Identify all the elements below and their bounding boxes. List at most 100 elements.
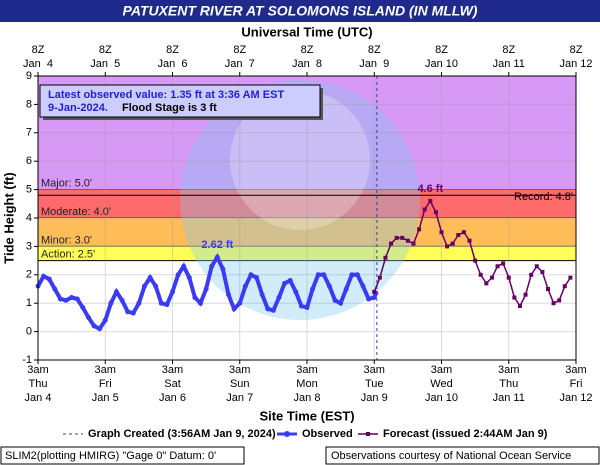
observed-point	[231, 306, 237, 312]
observed-point	[326, 283, 332, 289]
legend-label: Observed	[302, 428, 353, 440]
observed-point	[69, 295, 75, 301]
forecast-point	[394, 235, 399, 240]
forecast-point	[411, 241, 416, 246]
observed-point	[192, 295, 198, 301]
x2-tick-label: 8Z	[570, 44, 583, 56]
legend-label: Forecast (issued 2:44AM Jan 9)	[383, 428, 548, 440]
x-tick-label: Sat	[164, 378, 181, 390]
x2-tick-label: Jan 8	[292, 58, 322, 70]
x-tick-label: Jan 8	[294, 392, 321, 404]
x-tick-label: Jan 9	[361, 392, 388, 404]
peak-label: 2.62 ft	[201, 239, 233, 251]
observed-point	[203, 286, 209, 292]
observed-point	[170, 289, 175, 295]
forecast-point	[484, 281, 489, 286]
observed-point	[198, 300, 204, 306]
observed-point	[276, 295, 282, 301]
x2-tick-label: 8Z	[368, 44, 381, 56]
x-tick-label: 3am	[27, 364, 48, 376]
x-tick-label: Thu	[499, 378, 518, 390]
footer-left: SLIM2(plotting HMIRG) "Gage 0" Datum: 0'	[5, 450, 216, 462]
forecast-point	[377, 275, 382, 280]
x-tick-label: Thu	[29, 378, 48, 390]
observed-point	[181, 263, 187, 269]
observed-point	[242, 283, 248, 289]
x-tick-label: 3am	[162, 364, 183, 376]
y-tick-label: 3	[26, 240, 32, 252]
observed-point	[85, 314, 91, 320]
x2-tick-label: 8Z	[435, 44, 448, 56]
chart-title: PATUXENT RIVER AT SOLOMONS ISLAND (IN ML…	[123, 3, 478, 19]
legend-label: Graph Created (3:56AM Jan 9, 2024)	[88, 428, 276, 440]
observed-point	[310, 286, 316, 292]
y-axis-title: Tide Height (ft)	[1, 172, 16, 263]
observed-point	[248, 272, 254, 278]
forecast-point	[439, 230, 444, 235]
observed-point	[332, 297, 338, 303]
observed-point	[354, 272, 360, 278]
forecast-point	[501, 261, 506, 266]
forecast-point	[428, 198, 433, 203]
x-tick-label: 3am	[498, 364, 519, 376]
observed-point	[270, 307, 276, 313]
observed-point	[265, 306, 271, 312]
y-tick-label: 9	[26, 70, 32, 82]
x2-tick-label: Jan 5	[90, 58, 120, 70]
forecast-point	[456, 233, 461, 238]
forecast-point	[529, 272, 534, 277]
x-tick-label: 3am	[364, 364, 385, 376]
x-tick-label: Jan 7	[226, 392, 253, 404]
forecast-point	[405, 238, 410, 243]
x2-tick-label: Jan 12	[559, 58, 592, 70]
forecast-point	[557, 298, 562, 303]
x-tick-label: Jan 6	[159, 392, 186, 404]
y-tick-label: -1	[22, 354, 32, 366]
forecast-point	[568, 275, 573, 280]
observed-point	[175, 272, 181, 278]
footer-box	[325, 446, 600, 465]
observed-point	[220, 266, 226, 272]
x2-tick-label: Jan 6	[158, 58, 188, 70]
observed-point	[338, 300, 344, 306]
observed-point	[287, 277, 293, 283]
x2-tick-label: Jan 11	[493, 58, 525, 70]
legend-swatch	[284, 431, 290, 437]
x2-tick-label: 8Z	[502, 44, 515, 56]
x2-axis-title: Universal Time (UTC)	[241, 24, 372, 39]
forecast-point	[461, 230, 466, 235]
x2-tick-label: 8Z	[233, 44, 246, 56]
y-tick-label: 6	[26, 155, 32, 167]
flood-band	[38, 218, 576, 247]
observed-point	[209, 263, 215, 269]
observed-point	[186, 275, 192, 281]
forecast-point	[562, 284, 567, 289]
y-tick-label: 0	[26, 326, 32, 338]
info-line: Latest observed value: 1.35 ft at 3:36 A…	[48, 89, 284, 101]
x2-tick-label: 8Z	[166, 44, 179, 56]
forecast-point	[467, 238, 472, 243]
legend-swatch	[366, 432, 370, 436]
forecast-point	[400, 235, 405, 240]
peak-label: 4.6 ft	[417, 183, 443, 195]
observed-point	[113, 289, 119, 295]
x2-tick-label: 8Z	[99, 44, 112, 56]
forecast-point	[512, 295, 517, 300]
forecast-point	[417, 227, 422, 232]
observed-point	[136, 300, 142, 306]
observed-point	[41, 273, 47, 279]
y-tick-label: 5	[26, 184, 32, 196]
observed-point	[282, 280, 288, 286]
forecast-point	[540, 269, 545, 274]
info-line: 9-Jan-2024.	[48, 102, 108, 114]
footer-box	[0, 446, 245, 465]
x2-tick-label: Jan 7	[225, 58, 255, 70]
observed-point	[108, 300, 114, 306]
y-tick-label: 7	[26, 127, 32, 139]
observed-point	[304, 304, 310, 310]
x-tick-label: Jan 11	[493, 392, 525, 404]
observed-point	[226, 292, 232, 298]
forecast-point	[506, 275, 511, 280]
x2-tick-label: 8Z	[32, 44, 45, 56]
